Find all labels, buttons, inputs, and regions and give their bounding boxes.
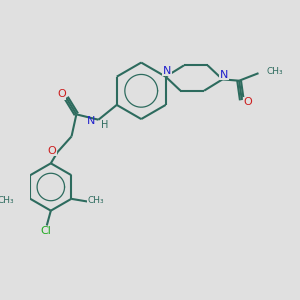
Text: N: N xyxy=(87,116,95,126)
Text: O: O xyxy=(47,146,56,156)
Text: O: O xyxy=(57,89,66,99)
Text: CH₃: CH₃ xyxy=(267,67,283,76)
Text: N: N xyxy=(163,66,171,76)
Text: O: O xyxy=(243,97,252,107)
Text: CH₃: CH₃ xyxy=(88,196,104,205)
Text: H: H xyxy=(101,120,109,130)
Text: Cl: Cl xyxy=(40,226,51,236)
Text: CH₃: CH₃ xyxy=(0,196,14,205)
Text: N: N xyxy=(220,70,228,80)
